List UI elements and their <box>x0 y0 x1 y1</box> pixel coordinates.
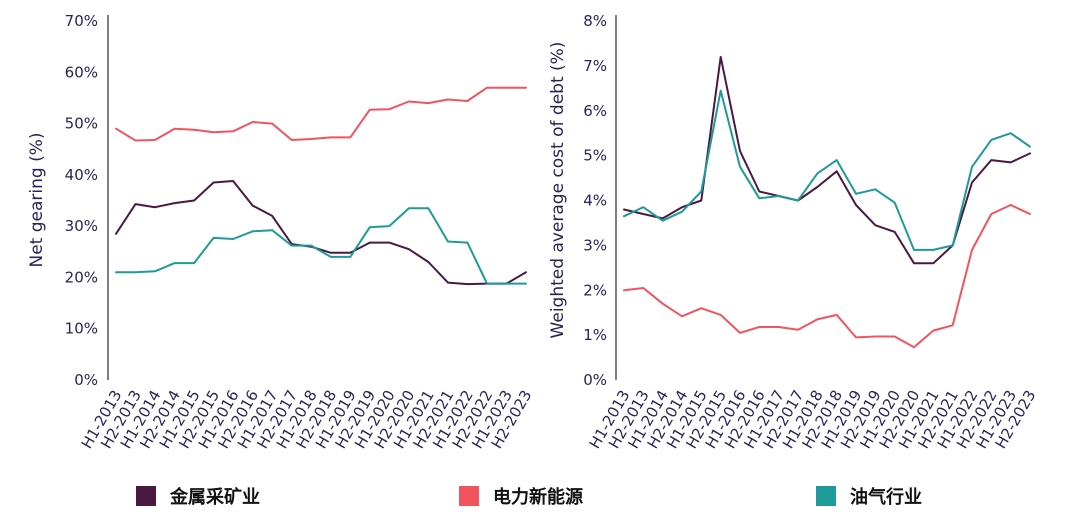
legend-item-power-renewables: 电力新能源 <box>459 483 583 509</box>
cost-of-debt-series-line-oil-gas <box>623 89 1031 251</box>
cost-of-debt-y-tick-label: 8% <box>583 12 607 30</box>
legend-swatch-power-renewables <box>459 486 479 506</box>
cost-of-debt-y-tick-label: 3% <box>583 236 607 254</box>
legend-label-oil-gas: 油气行业 <box>850 487 922 508</box>
net-gearing-y-tick-label: 0% <box>74 371 98 389</box>
cost-of-debt-series-line-metals-mining <box>623 55 1031 265</box>
cost-of-debt-y-tick-label: 0% <box>583 371 607 389</box>
net-gearing-series-line-oil-gas <box>115 207 527 285</box>
legend-swatch-oil-gas <box>816 486 836 506</box>
net-gearing-series-line-power-renewables <box>115 86 527 142</box>
net-gearing-y-tick-label: 40% <box>65 166 98 184</box>
legend-swatch-metals-mining <box>136 486 156 506</box>
net-gearing-series-line-metals-mining <box>115 180 527 286</box>
legend-label-power-renewables: 电力新能源 <box>493 487 583 508</box>
legend-item-metals-mining: 金属采矿业 <box>136 483 260 509</box>
net-gearing-y-tick-label: 10% <box>65 320 98 338</box>
cost-of-debt-y-tick-label: 2% <box>583 281 607 299</box>
cost-of-debt-y-tick-label: 7% <box>583 57 607 75</box>
net-gearing-y-axis-title: Net gearing (%) <box>27 132 47 267</box>
cost-of-debt-y-axis-title: Weighted average cost of debt (%) <box>548 42 568 339</box>
cost-of-debt-series-line-power-renewables <box>623 204 1031 349</box>
net-gearing-y-tick-label: 20% <box>65 268 98 286</box>
net-gearing-y-tick-label: 70% <box>65 12 98 30</box>
net-gearing-y-tick-label: 30% <box>65 217 98 235</box>
cost-of-debt-y-tick-label: 4% <box>583 192 607 210</box>
net-gearing-y-tick-label: 50% <box>65 115 98 133</box>
cost-of-debt-y-tick-label: 1% <box>583 326 607 344</box>
legend-label-metals-mining: 金属采矿业 <box>170 487 260 508</box>
cost-of-debt-y-tick-label: 6% <box>583 102 607 120</box>
cost-of-debt-y-tick-label: 5% <box>583 147 607 165</box>
legend-item-oil-gas: 油气行业 <box>816 483 922 509</box>
net-gearing-y-tick-label: 60% <box>65 63 98 81</box>
